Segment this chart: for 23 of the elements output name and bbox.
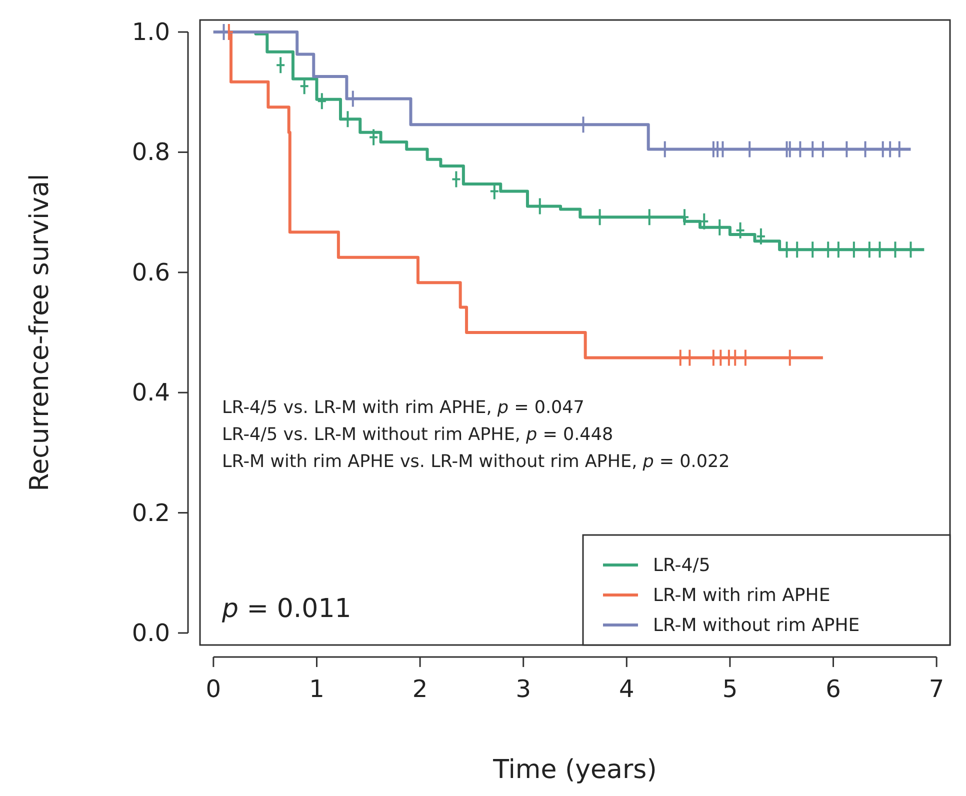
y-tick-label: 0.2	[132, 498, 170, 527]
x-tick-label: 5	[722, 675, 738, 703]
x-tick-label: 2	[412, 675, 428, 703]
y-tick-label: 0.0	[132, 618, 170, 647]
x-tick-label: 7	[928, 675, 944, 703]
x-tick-label: 0	[206, 675, 222, 703]
text: LR-4/5 vs. LR-M without rim APHE, p = 0.448	[222, 425, 614, 445]
y-tick-label: 1.0	[132, 18, 170, 46]
annotation: p = 0.011	[221, 594, 352, 624]
legend-label: LR-M with rim APHE	[653, 585, 830, 606]
legend-label: LR-M without rim APHE	[653, 615, 860, 636]
text: LR-4/5 vs. LR-M with rim APHE, p = 0.047	[222, 398, 584, 418]
y-tick-label: 0.8	[132, 138, 170, 166]
x-axis-title: Time (years)	[492, 755, 657, 785]
legend-label: LR-4/5	[653, 555, 710, 576]
x-tick-label: 3	[516, 675, 531, 703]
x-tick-label: 1	[309, 675, 324, 703]
x-tick-label: 4	[619, 675, 634, 703]
x-tick-label: 6	[826, 675, 841, 703]
y-axis-title: Recurrence-free survival	[25, 174, 55, 492]
y-tick-label: 0.4	[132, 378, 170, 407]
y-tick-label: 0.6	[132, 258, 170, 286]
text: LR-M with rim APHE vs. LR-M without rim APHE, p = 0.022	[222, 452, 730, 472]
